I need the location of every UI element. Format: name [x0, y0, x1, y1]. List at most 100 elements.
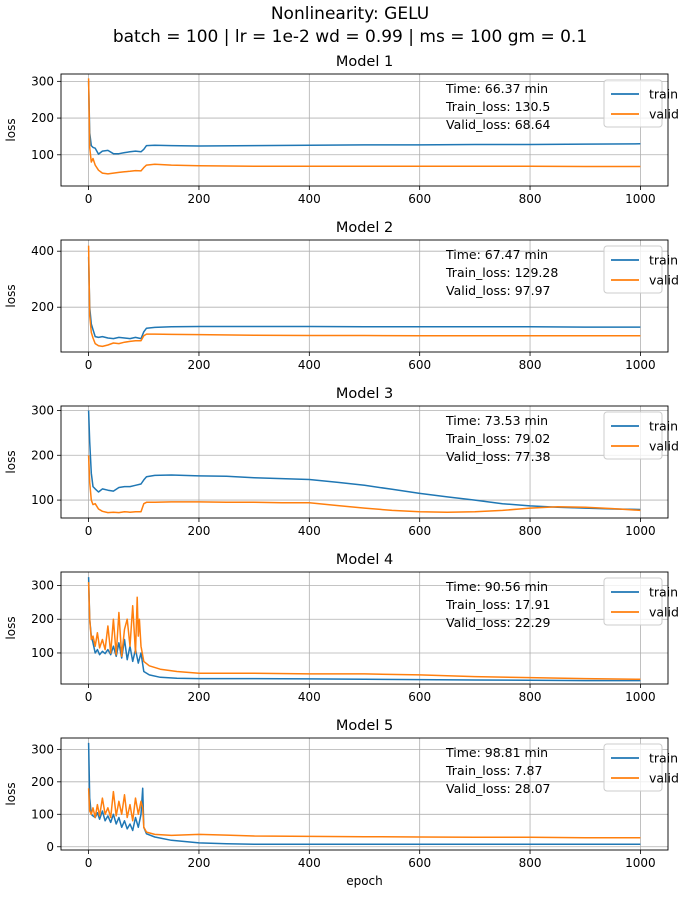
y-axis-label: loss — [4, 284, 18, 307]
x-tick-label: 200 — [188, 358, 211, 372]
x-tick-label: 800 — [519, 358, 542, 372]
x-tick-label: 200 — [188, 524, 211, 538]
panel-title: Model 3 — [336, 386, 393, 402]
y-tick-label: 0 — [46, 840, 54, 854]
y-tick-label: 200 — [31, 300, 54, 314]
x-tick-label: 0 — [85, 524, 93, 538]
annotation-line: Time: 90.56 min — [445, 579, 548, 594]
x-tick-label: 1000 — [625, 690, 656, 704]
y-tick-label: 300 — [31, 578, 54, 592]
panel-model-1: 0 200 400 600 800 1000 100 200 300 Model 1 loss Tim… — [4, 54, 679, 206]
x-tick-label: 600 — [408, 358, 431, 372]
annotation-line: Train_loss: 129.28 — [445, 265, 558, 280]
x-tick-label: 800 — [519, 856, 542, 870]
legend-label-valid: valid — [649, 605, 679, 620]
x-tick-label: 400 — [298, 690, 321, 704]
x-tick-label: 600 — [408, 192, 431, 206]
annotation-line: Train_loss: 79.02 — [445, 431, 550, 446]
legend-label-train: train — [649, 751, 678, 766]
x-tick-label: 400 — [298, 856, 321, 870]
x-axis-label: epoch — [346, 874, 383, 888]
legend-box — [603, 245, 663, 294]
legend-label-valid: valid — [649, 107, 679, 122]
annotation-line: Valid_loss: 68.64 — [446, 117, 551, 132]
legend: train valid — [603, 743, 679, 792]
y-tick-label: 200 — [31, 111, 54, 125]
panel-title: Model 4 — [336, 552, 393, 568]
x-tick-label: 800 — [519, 192, 542, 206]
y-tick-label: 200 — [31, 448, 54, 462]
x-tick-label: 600 — [408, 856, 431, 870]
x-tick-label: 600 — [408, 690, 431, 704]
series-line-valid — [87, 788, 641, 839]
y-axis-label: loss — [4, 616, 18, 639]
y-tick-label: 300 — [31, 74, 54, 88]
series-line-valid — [87, 245, 641, 348]
y-axis-label: loss — [4, 118, 18, 141]
axes-frame — [60, 73, 669, 187]
series-line-valid — [87, 78, 641, 175]
legend-box — [603, 411, 663, 460]
x-tick-label: 600 — [408, 524, 431, 538]
series-line-train — [87, 81, 641, 155]
panel-model-3: 0 200 400 600 800 1000 100 200 300 Model 3 loss Tim… — [4, 386, 679, 538]
y-axis-label: loss — [4, 782, 18, 805]
y-tick-label: 100 — [31, 148, 54, 162]
annotation-line: Time: 98.81 min — [445, 745, 548, 760]
x-tick-label: 0 — [85, 192, 93, 206]
legend-label-train: train — [649, 253, 678, 268]
x-tick-label: 400 — [298, 358, 321, 372]
series-line-train — [87, 742, 641, 845]
y-tick-label: 200 — [31, 612, 54, 626]
x-tick-label: 0 — [85, 690, 93, 704]
series-line-train — [87, 410, 641, 511]
y-tick-label: 200 — [31, 775, 54, 789]
annotation-line: Valid_loss: 97.97 — [446, 283, 551, 298]
annotation-line: Train_loss: 17.91 — [445, 597, 550, 612]
legend-label-valid: valid — [649, 439, 679, 454]
axes-frame — [60, 571, 669, 685]
legend-label-train: train — [649, 419, 678, 434]
axes-frame — [60, 239, 669, 353]
legend-label-valid: valid — [649, 273, 679, 288]
x-tick-label: 0 — [85, 856, 93, 870]
annotation-line: Time: 67.47 min — [445, 247, 548, 262]
annotation-line: Valid_loss: 28.07 — [446, 781, 551, 796]
annotation-line: Valid_loss: 77.38 — [446, 449, 551, 464]
x-tick-label: 1000 — [625, 192, 656, 206]
series-line-valid — [87, 455, 641, 514]
y-tick-label: 400 — [31, 244, 54, 258]
annotation-line: Train_loss: 130.5 — [445, 99, 550, 114]
legend-label-train: train — [649, 87, 678, 102]
panel-title: Model 2 — [336, 220, 393, 236]
annotation-line: Train_loss: 7.87 — [445, 763, 542, 778]
annotation-line: Time: 73.53 min — [445, 413, 548, 428]
x-tick-label: 400 — [298, 524, 321, 538]
series-line-train — [87, 577, 641, 682]
y-tick-label: 300 — [31, 742, 54, 756]
y-tick-label: 100 — [31, 493, 54, 507]
axes-frame — [60, 737, 669, 851]
series-line-train — [87, 256, 641, 340]
x-tick-label: 0 — [85, 358, 93, 372]
x-tick-label: 1000 — [625, 856, 656, 870]
panel-model-2: 0 200 400 600 800 1000 200 400 Model 2 loss Time: … — [4, 220, 679, 372]
x-tick-label: 1000 — [625, 524, 656, 538]
legend-box — [603, 79, 663, 128]
legend-label-train: train — [649, 585, 678, 600]
legend-label-valid: valid — [649, 771, 679, 786]
y-axis-label: loss — [4, 450, 18, 473]
x-tick-label: 200 — [188, 192, 211, 206]
y-tick-label: 100 — [31, 646, 54, 660]
x-tick-label: 400 — [298, 192, 321, 206]
legend: train valid — [603, 245, 679, 294]
y-tick-label: 300 — [31, 403, 54, 417]
x-tick-label: 200 — [188, 856, 211, 870]
y-tick-label: 100 — [31, 807, 54, 821]
panel-title: Model 1 — [336, 54, 393, 70]
figure-subtitle: batch = 100 | lr = 1e-2 wd = 0.99 | ms =… — [113, 27, 587, 47]
legend: train valid — [603, 79, 679, 128]
axes-frame — [60, 405, 669, 519]
